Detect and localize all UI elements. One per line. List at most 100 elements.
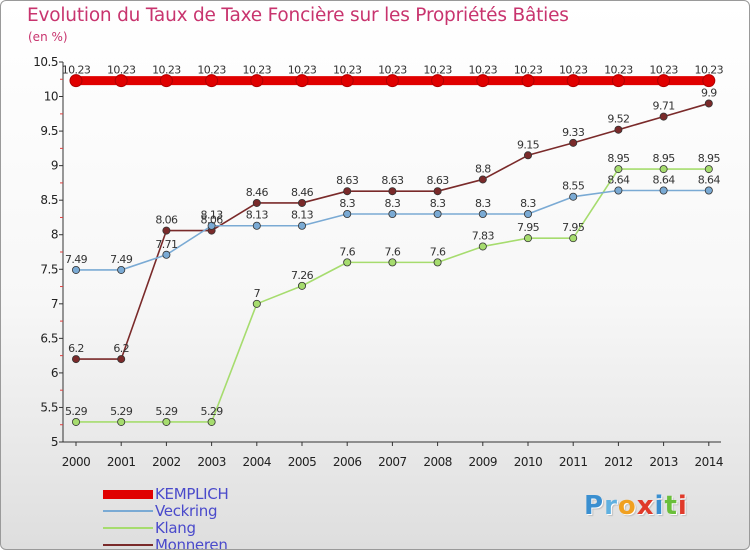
legend-label: Monneren bbox=[155, 536, 228, 550]
data-point bbox=[252, 221, 261, 230]
data-label: 7.95 bbox=[562, 221, 585, 234]
data-point bbox=[162, 250, 171, 259]
data-label: 10.23 bbox=[243, 64, 272, 77]
data-label: 10.23 bbox=[469, 64, 498, 77]
data-label: 8.3 bbox=[430, 197, 446, 210]
legend-swatch bbox=[103, 544, 153, 546]
data-point bbox=[524, 209, 533, 218]
y-tick-label: 6 bbox=[51, 366, 58, 380]
y-tick-label: 10 bbox=[44, 90, 58, 104]
logo-letter: x bbox=[636, 491, 655, 521]
data-point bbox=[72, 265, 81, 274]
logo-letter: i bbox=[654, 491, 665, 521]
data-point bbox=[704, 165, 713, 174]
x-tick-label: 2010 bbox=[514, 455, 543, 469]
data-label: 7.71 bbox=[155, 238, 177, 251]
data-point bbox=[657, 74, 671, 88]
data-point bbox=[162, 226, 171, 235]
data-label: 7.26 bbox=[291, 269, 314, 282]
data-point bbox=[524, 234, 533, 243]
y-tick-label: 9.5 bbox=[40, 124, 58, 138]
data-label: 7.6 bbox=[385, 245, 401, 258]
data-label: 8.3 bbox=[520, 197, 536, 210]
data-point bbox=[614, 125, 623, 134]
data-point bbox=[659, 186, 668, 195]
series-line bbox=[75, 102, 710, 360]
data-point bbox=[72, 417, 81, 426]
data-point bbox=[478, 209, 487, 218]
data-label: 10.23 bbox=[107, 64, 136, 77]
logo-letter: r bbox=[604, 491, 618, 521]
data-label: 8.63 bbox=[381, 174, 404, 187]
data-point bbox=[297, 198, 306, 207]
data-point bbox=[614, 165, 623, 174]
data-point bbox=[117, 355, 126, 364]
data-point bbox=[343, 258, 352, 267]
data-point bbox=[207, 417, 216, 426]
data-point bbox=[343, 187, 352, 196]
y-tick-label: 5.5 bbox=[40, 400, 58, 414]
data-label: 10.23 bbox=[197, 64, 226, 77]
y-tick-label: 5 bbox=[51, 435, 58, 449]
data-label: 8.3 bbox=[475, 197, 491, 210]
data-label: 7.49 bbox=[65, 253, 88, 266]
data-point bbox=[385, 74, 399, 88]
data-label: 8.8 bbox=[475, 162, 491, 175]
y-tick-label: 7 bbox=[51, 297, 58, 311]
x-tick-label: 2014 bbox=[695, 455, 724, 469]
data-label: 6.2 bbox=[68, 342, 84, 355]
legend-swatch bbox=[103, 527, 153, 529]
legend-swatch bbox=[103, 510, 153, 512]
data-point bbox=[252, 198, 261, 207]
x-tick-label: 2003 bbox=[197, 455, 226, 469]
data-label: 8.13 bbox=[246, 209, 269, 222]
data-point bbox=[388, 209, 397, 218]
legend-label: KEMPLICH bbox=[155, 485, 229, 503]
data-label: 10.23 bbox=[423, 64, 452, 77]
data-point bbox=[433, 258, 442, 267]
y-tick-label: 8 bbox=[51, 228, 58, 242]
data-label: 8.46 bbox=[246, 186, 269, 199]
y-tick-label: 8.5 bbox=[40, 193, 58, 207]
data-point bbox=[569, 138, 578, 147]
data-point bbox=[117, 417, 126, 426]
data-point bbox=[704, 186, 713, 195]
data-point bbox=[566, 74, 580, 88]
data-label: 8.3 bbox=[385, 197, 401, 210]
data-point bbox=[433, 187, 442, 196]
data-label: 8.95 bbox=[653, 152, 676, 165]
data-label: 7 bbox=[254, 287, 261, 300]
data-label: 10.23 bbox=[288, 64, 317, 77]
data-label: 7.6 bbox=[430, 245, 446, 258]
data-point bbox=[297, 221, 306, 230]
data-point bbox=[433, 209, 442, 218]
data-label: 9.52 bbox=[607, 113, 629, 126]
data-label: 10.23 bbox=[152, 64, 181, 77]
data-label: 8.63 bbox=[427, 174, 450, 187]
data-label: 10.23 bbox=[604, 64, 633, 77]
data-label: 9.9 bbox=[701, 86, 717, 99]
data-label: 8.64 bbox=[653, 174, 676, 187]
x-tick-label: 2007 bbox=[378, 455, 407, 469]
data-point bbox=[207, 221, 216, 230]
data-label: 5.29 bbox=[65, 405, 88, 418]
data-point bbox=[569, 234, 578, 243]
data-point bbox=[117, 265, 126, 274]
data-point bbox=[297, 281, 306, 290]
data-point bbox=[614, 186, 623, 195]
logo-letter: t bbox=[664, 491, 678, 521]
data-point bbox=[159, 74, 173, 88]
legend-swatch bbox=[103, 490, 153, 499]
data-point bbox=[114, 74, 128, 88]
data-label: 7.6 bbox=[339, 245, 355, 258]
x-tick-label: 2011 bbox=[559, 455, 588, 469]
data-point bbox=[205, 74, 219, 88]
data-label: 8.64 bbox=[698, 174, 721, 187]
data-point bbox=[343, 209, 352, 218]
x-tick-label: 2005 bbox=[288, 455, 317, 469]
data-point bbox=[569, 192, 578, 201]
proxiti-logo: Proxiti bbox=[584, 491, 688, 521]
y-tick-label: 9 bbox=[51, 159, 58, 173]
data-label: 5.29 bbox=[155, 405, 178, 418]
data-label: 8.06 bbox=[155, 214, 178, 227]
